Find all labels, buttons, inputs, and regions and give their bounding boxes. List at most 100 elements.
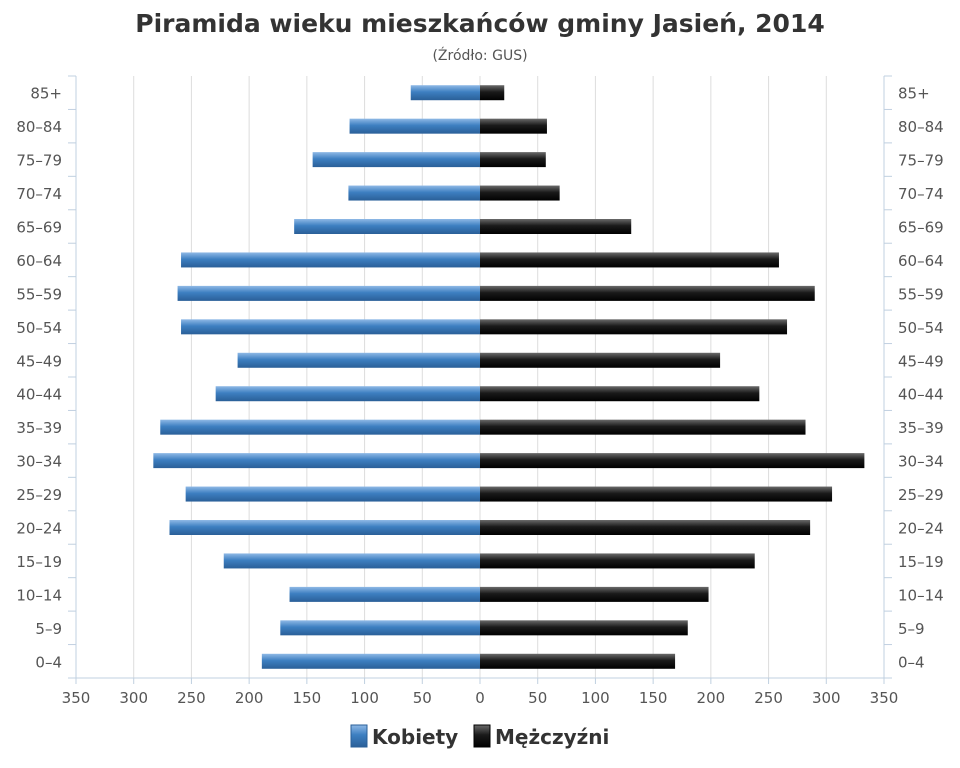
category-label-left: 75–79: [16, 152, 62, 170]
category-label-right: 10–14: [898, 586, 944, 604]
category-label-right: 65–69: [898, 219, 944, 237]
category-label-left: 15–19: [16, 553, 62, 571]
bar-kobiety-50-54[interactable]: [181, 319, 481, 335]
category-label-left: 40–44: [16, 386, 62, 404]
chart-subtitle: (Źródło: GUS): [432, 46, 527, 64]
bar-kobiety-20-24[interactable]: [169, 520, 481, 535]
category-label-right: 80–84: [898, 118, 944, 136]
x-tick-label: 350: [870, 689, 899, 707]
x-tick-label: 150: [639, 689, 668, 707]
gridlines: [75, 76, 885, 678]
category-label-left: 45–49: [16, 352, 62, 370]
x-tick-label: 200: [697, 689, 726, 707]
x-tick-label: 250: [177, 689, 206, 707]
category-label-left: 50–54: [16, 319, 62, 337]
legend-label-kobiety[interactable]: Kobiety: [372, 725, 458, 749]
x-tick-label: 350: [62, 689, 91, 707]
legend: Kobiety Mężczyźni: [350, 724, 609, 749]
category-labels-right: 0–4 5–9 10–14 15–19 20–24 25–29 30–34 35–39 40–4…: [898, 85, 944, 672]
bar-mezczyzni-25-29[interactable]: [480, 486, 833, 502]
bar-mezczyzni-70-74[interactable]: [480, 185, 560, 201]
bar-mezczyzni-30-34[interactable]: [480, 453, 865, 469]
x-tick-label: 300: [812, 689, 841, 707]
bar-kobiety-80-84[interactable]: [349, 118, 480, 134]
category-label-right: 50–54: [898, 319, 944, 337]
category-label-right: 55–59: [898, 285, 944, 303]
category-label-right: 25–29: [898, 486, 944, 504]
legend-swatch-mezczyzni[interactable]: [473, 724, 491, 748]
bar-kobiety-45-49[interactable]: [237, 352, 480, 368]
bar-kobiety-30-34[interactable]: [153, 453, 480, 469]
category-label-right: 0–4: [898, 653, 925, 671]
bar-kobiety-70-74[interactable]: [348, 185, 480, 201]
bar-kobiety-75-79[interactable]: [312, 152, 480, 168]
category-label-right: 40–44: [898, 386, 944, 404]
bar-kobiety-5-9[interactable]: [280, 620, 480, 636]
bar-mezczyzni-45-49[interactable]: [480, 352, 721, 368]
category-label-left: 70–74: [16, 185, 62, 203]
bar-kobiety-25-29[interactable]: [185, 486, 480, 502]
category-label-left: 85+: [30, 85, 62, 103]
bar-mezczyzni-60-64[interactable]: [480, 252, 779, 268]
legend-swatch-kobiety[interactable]: [350, 724, 368, 748]
category-label-left: 60–64: [16, 252, 62, 270]
x-tick-label: 0: [475, 689, 485, 707]
legend-label-mezczyzni[interactable]: Mężczyźni: [495, 725, 609, 749]
x-tick-label: 250: [754, 689, 783, 707]
bar-mezczyzni-80-84[interactable]: [480, 118, 547, 134]
bars: [153, 85, 865, 669]
bar-mezczyzni-50-54[interactable]: [480, 319, 788, 335]
category-label-right: 35–39: [898, 419, 944, 437]
category-label-left: 0–4: [35, 653, 62, 671]
x-tick-label: 150: [293, 689, 322, 707]
category-label-left: 80–84: [16, 118, 62, 136]
x-tick-label: 100: [581, 689, 610, 707]
x-tick-label: 200: [235, 689, 264, 707]
bar-kobiety-0-4[interactable]: [261, 653, 480, 669]
category-label-right: 15–19: [898, 553, 944, 571]
bar-kobiety-60-64[interactable]: [181, 252, 481, 268]
category-label-right: 5–9: [898, 620, 925, 638]
category-label-left: 65–69: [16, 219, 62, 237]
bar-kobiety-15-19[interactable]: [223, 553, 480, 569]
bar-mezczyzni-20-24[interactable]: [480, 520, 811, 535]
bar-mezczyzni-0-4[interactable]: [480, 653, 676, 669]
x-tick-label: 300: [119, 689, 148, 707]
x-tick-label: 50: [528, 689, 547, 707]
bar-mezczyzni-10-14[interactable]: [480, 586, 709, 602]
bar-mezczyzni-85+[interactable]: [480, 85, 505, 101]
bar-kobiety-85+[interactable]: [410, 85, 480, 101]
axes: [68, 75, 892, 684]
bar-kobiety-40-44[interactable]: [215, 386, 480, 402]
bar-mezczyzni-75-79[interactable]: [480, 152, 546, 168]
bar-kobiety-65-69[interactable]: [294, 219, 480, 234]
x-tick-label: 50: [413, 689, 432, 707]
x-tick-label: 100: [350, 689, 379, 707]
category-label-right: 60–64: [898, 252, 944, 270]
category-label-right: 85+: [898, 85, 930, 103]
category-label-left: 10–14: [16, 586, 62, 604]
category-label-left: 5–9: [35, 620, 62, 638]
category-label-left: 25–29: [16, 486, 62, 504]
bar-mezczyzni-15-19[interactable]: [480, 553, 755, 569]
bar-kobiety-35-39[interactable]: [160, 419, 480, 435]
category-label-left: 55–59: [16, 285, 62, 303]
bar-mezczyzni-40-44[interactable]: [480, 386, 760, 402]
category-label-left: 20–24: [16, 520, 62, 538]
category-label-right: 45–49: [898, 352, 944, 370]
chart-title: Piramida wieku mieszkańców gminy Jasień,…: [135, 9, 825, 38]
bar-mezczyzni-55-59[interactable]: [480, 285, 815, 301]
bar-mezczyzni-65-69[interactable]: [480, 219, 632, 234]
bar-kobiety-55-59[interactable]: [177, 285, 480, 301]
category-label-right: 30–34: [898, 453, 944, 471]
category-label-right: 75–79: [898, 152, 944, 170]
category-label-left: 30–34: [16, 453, 62, 471]
bar-kobiety-10-14[interactable]: [289, 586, 480, 602]
category-label-left: 35–39: [16, 419, 62, 437]
category-labels-left: 0–4 5–9 10–14 15–19 20–24 25–29 30–34 35–39 40–4…: [16, 85, 62, 672]
x-axis-tick-labels: 350 300 250 200 150 100 50 0 50 100 150 200 250 300 35…: [62, 689, 899, 707]
bar-mezczyzni-35-39[interactable]: [480, 419, 806, 435]
category-label-right: 20–24: [898, 520, 944, 538]
bar-mezczyzni-5-9[interactable]: [480, 620, 688, 636]
